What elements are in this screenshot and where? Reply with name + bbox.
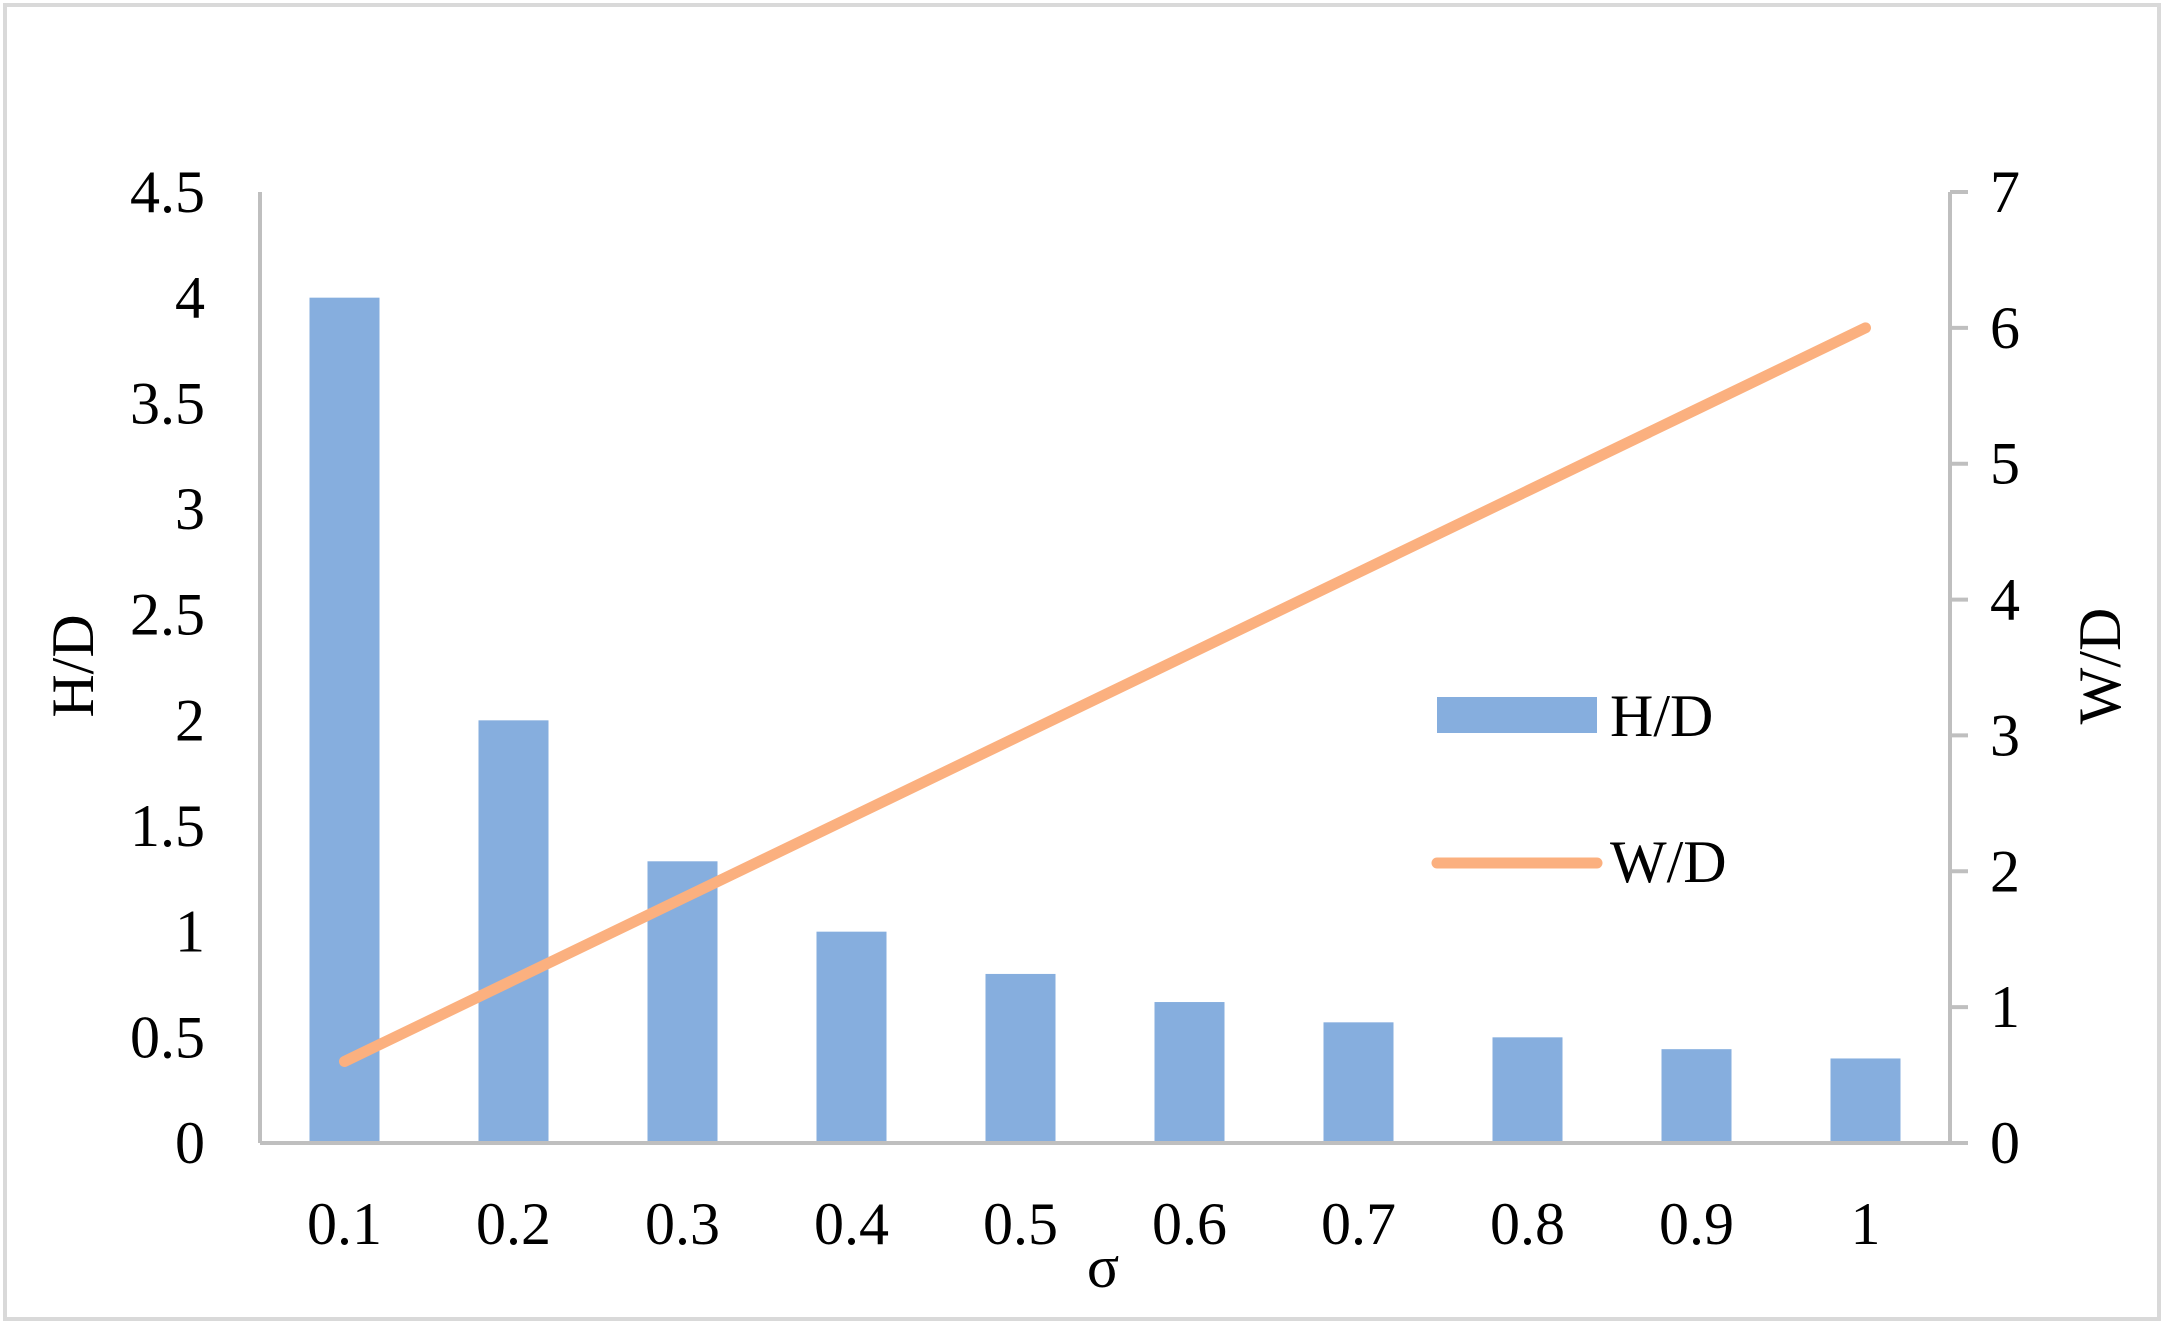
- line-wd: [339, 322, 1871, 1067]
- bar-hd-0.1: [309, 297, 380, 1144]
- y2-tick-label: 4: [1990, 567, 2020, 633]
- y-tick-label: 4: [175, 265, 205, 331]
- legend: H/D W/D: [1431, 683, 1727, 895]
- y2-tick-label: 6: [1990, 295, 2020, 361]
- y-tick-label: 1: [175, 899, 205, 965]
- bar-hd-0.9: [1661, 1049, 1732, 1143]
- y2-tick-label: 3: [1990, 702, 2020, 768]
- axes-group: [258, 190, 1968, 1145]
- legend-swatch-hd: [1437, 697, 1597, 733]
- y-tick-label: 0.5: [130, 1004, 205, 1070]
- x-tick-label: 0.2: [476, 1191, 551, 1257]
- x-tick-label: 0.8: [1490, 1191, 1565, 1257]
- x-tick-label: 0.3: [645, 1191, 720, 1257]
- y-tick-label: 3.5: [130, 370, 205, 436]
- x-axis-title: σ: [1087, 1234, 1119, 1300]
- y2-tick-label: 0: [1990, 1110, 2020, 1176]
- bar-hd-0.5: [985, 973, 1056, 1143]
- bar-hd-0.2: [478, 720, 549, 1143]
- x-tick-label: 0.4: [814, 1191, 889, 1257]
- x-tick-label: 0.6: [1152, 1191, 1227, 1257]
- legend-label-hd: H/D: [1610, 683, 1713, 749]
- y2-tick-label: 2: [1990, 838, 2020, 904]
- right-y-ticks: 0 1 2 3 4 5 6 7: [1990, 159, 2020, 1176]
- y-tick-label: 4.5: [130, 159, 205, 225]
- y-tick-label: 2.5: [130, 582, 205, 648]
- y2-tick-label: 1: [1990, 974, 2020, 1040]
- x-tick-label: 0.7: [1321, 1191, 1396, 1257]
- bar-hd-0.7: [1323, 1022, 1394, 1143]
- y-tick-label: 1.5: [130, 793, 205, 859]
- y2-axis-title: W/D: [2067, 608, 2133, 725]
- bar-hd-0.8: [1492, 1037, 1563, 1143]
- y2-tick-label: 5: [1990, 431, 2020, 497]
- x-tick-label: 0.5: [983, 1191, 1058, 1257]
- y-tick-label: 2: [175, 687, 205, 753]
- x-tick-label: 1: [1851, 1191, 1881, 1257]
- x-ticks: 0.1 0.2 0.3 0.4 0.5 0.6 0.7 0.8 0.9 1: [307, 1191, 1881, 1257]
- y2-tick-label: 7: [1990, 159, 2020, 225]
- bar-hd-0.4: [816, 931, 887, 1143]
- bars-group: [309, 297, 1901, 1144]
- line-group: [339, 322, 1871, 1067]
- legend-label-wd: W/D: [1610, 829, 1727, 895]
- bar-hd-1: [1830, 1058, 1901, 1143]
- x-tick-label: 0.1: [307, 1191, 382, 1257]
- left-y-ticks: 0 0.5 1 1.5 2 2.5 3 3.5 4 4.5: [130, 159, 205, 1176]
- y-axis-title: H/D: [40, 614, 106, 717]
- y-tick-label: 0: [175, 1110, 205, 1176]
- bar-hd-0.6: [1154, 1002, 1225, 1143]
- y-tick-label: 3: [175, 476, 205, 542]
- x-tick-label: 0.9: [1659, 1191, 1734, 1257]
